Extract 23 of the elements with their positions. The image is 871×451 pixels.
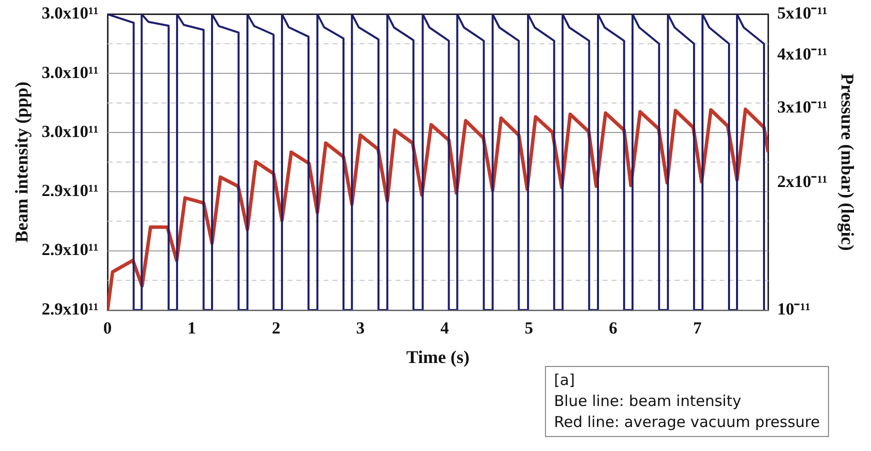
y-axis-title: Beam intensity (ppp) — [11, 82, 32, 243]
x-tick-label: 5 — [524, 318, 534, 338]
y2-tick-label: 4x10⁻¹¹ — [777, 44, 828, 64]
x-tick-label: 3 — [356, 318, 365, 338]
y2-tick-label: 5x10⁻¹¹ — [777, 4, 828, 23]
x-axis-title: Time (s) — [406, 346, 470, 367]
x-tick-label: 2 — [272, 318, 280, 338]
y2-tick-label: 2x10⁻¹¹ — [777, 172, 828, 191]
y-tick-label: 3.0x10¹¹ — [42, 122, 99, 141]
x-tick-label: 6 — [608, 318, 618, 338]
y-tick-label: 3.0x10¹¹ — [42, 4, 99, 23]
y-tick-label: 2.9x10¹¹ — [42, 299, 99, 318]
x-tick-label: 7 — [693, 318, 702, 338]
y2-tick-label: 3x10⁻¹¹ — [777, 97, 828, 116]
y2-tick-label: 10⁻¹¹ — [777, 299, 810, 318]
x-tick-label: 0 — [103, 318, 112, 338]
y-tick-label: 3.0x10¹¹ — [42, 62, 99, 82]
x-tick-label: 1 — [188, 318, 196, 338]
y-tick-label: 2.9x10¹¹ — [42, 240, 99, 260]
x-tick-label: 4 — [440, 318, 450, 338]
y2-axis-title: Pressure (mbar) (logic) — [838, 73, 858, 251]
y-tick-label: 2.9x10¹¹ — [42, 181, 99, 200]
note-box: [a] Blue line: beam intensity Red line: average vacuum pressure — [545, 366, 829, 437]
